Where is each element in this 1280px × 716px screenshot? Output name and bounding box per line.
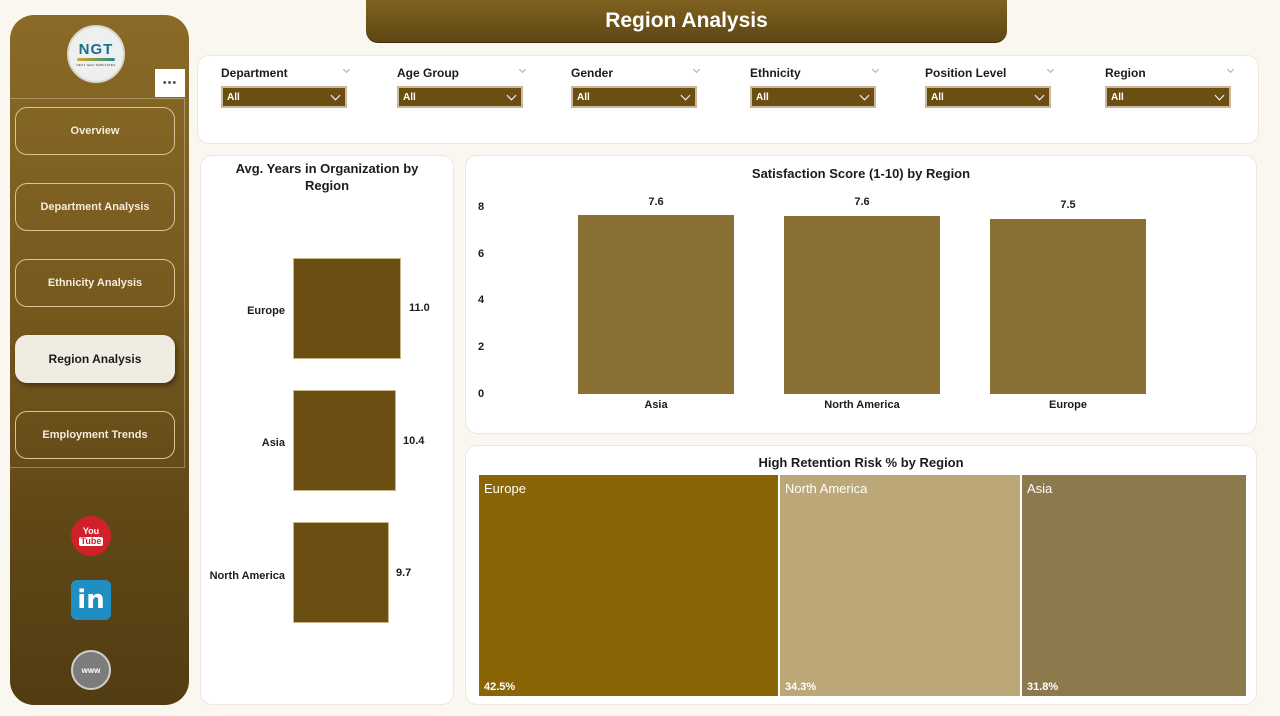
bar-asia[interactable] xyxy=(293,390,396,491)
age-group-filter: Age Group All xyxy=(397,64,527,108)
y-tick: 6 xyxy=(478,248,485,260)
chart-title: Avg. Years in Organization by Region xyxy=(235,161,419,193)
position-level-dropdown[interactable]: All xyxy=(925,86,1051,108)
value-label: 7.6 xyxy=(648,196,664,208)
satisfaction-chart: Satisfaction Score (1-10) by Region 8 6 … xyxy=(465,155,1257,434)
chevron-down-icon xyxy=(1214,90,1225,100)
nav-region-analysis-button[interactable]: Region Analysis xyxy=(15,335,175,383)
nav-ethnicity-analysis-button[interactable]: Ethnicity Analysis xyxy=(15,259,175,307)
age-group-dropdown[interactable]: All xyxy=(397,86,523,108)
chevron-down-icon xyxy=(1034,90,1045,100)
value-label: 10.4 xyxy=(403,435,425,447)
department-dropdown[interactable]: All xyxy=(221,86,347,108)
chevron-down-icon xyxy=(859,90,870,100)
bar-europe[interactable] xyxy=(293,258,401,359)
youtube-icon[interactable]: You Tube xyxy=(71,516,111,556)
nav-employment-trends-button[interactable]: Employment Trends xyxy=(15,411,175,459)
y-tick: 4 xyxy=(478,294,485,306)
value-label: 7.5 xyxy=(1060,199,1076,211)
filter-collapse-chevron-icon[interactable] xyxy=(518,64,527,75)
filter-collapse-chevron-icon[interactable] xyxy=(342,64,351,75)
ethnicity-filter: Ethnicity All xyxy=(750,64,880,108)
department-filter: Department All xyxy=(221,64,351,108)
region-dropdown[interactable]: All xyxy=(1105,86,1231,108)
chevron-down-icon xyxy=(680,90,691,100)
ngt-logo: NGT NEXT GEN TEMPLATES xyxy=(67,25,125,83)
filter-collapse-chevron-icon[interactable] xyxy=(871,64,880,75)
category-label: Asia xyxy=(644,399,668,411)
category-label: North America xyxy=(209,570,285,582)
avg-years-chart: Avg. Years in Organization by Region Eur… xyxy=(200,155,454,705)
linkedin-icon[interactable]: in xyxy=(71,580,111,620)
filter-collapse-chevron-icon[interactable] xyxy=(1226,64,1235,75)
category-label: Asia xyxy=(261,437,285,449)
nav-department-analysis-button[interactable]: Department Analysis xyxy=(15,183,175,231)
website-globe-icon[interactable]: www xyxy=(71,650,111,690)
nav-group: Overview Department Analysis Ethnicity A… xyxy=(8,98,185,468)
chevron-down-icon xyxy=(506,90,517,100)
bar-north-america[interactable] xyxy=(784,216,940,394)
filter-collapse-chevron-icon[interactable] xyxy=(692,64,701,75)
bar-europe[interactable] xyxy=(990,219,1146,394)
value-label: 11.0 xyxy=(409,302,430,314)
tile-europe[interactable]: Europe 42.5% xyxy=(479,475,778,696)
page-title: Region Analysis xyxy=(366,0,1007,43)
chart-title: Satisfaction Score (1-10) by Region xyxy=(751,166,971,181)
position-level-filter: Position Level All xyxy=(925,64,1055,108)
logo-swoosh-icon xyxy=(77,57,115,61)
filter-panel: Department All Age Group All Gender All … xyxy=(197,55,1259,144)
bar-asia[interactable] xyxy=(578,215,734,394)
gender-filter: Gender All xyxy=(571,64,701,108)
chevron-down-icon xyxy=(330,90,341,100)
y-tick: 8 xyxy=(478,201,485,213)
gender-dropdown[interactable]: All xyxy=(571,86,697,108)
nav-overview-button[interactable]: Overview xyxy=(15,107,175,155)
tile-north-america[interactable]: North America 34.3% xyxy=(780,475,1020,696)
region-filter: Region All xyxy=(1105,64,1235,108)
retention-risk-treemap: High Retention Risk % by Region Europe 4… xyxy=(465,445,1257,705)
category-label: Europe xyxy=(1049,399,1087,411)
y-tick: 2 xyxy=(478,341,485,353)
y-tick: 0 xyxy=(478,388,485,400)
value-label: 7.6 xyxy=(854,196,870,208)
more-options-button[interactable]: ••• xyxy=(155,69,185,97)
chart-title: High Retention Risk % by Region xyxy=(758,455,964,470)
ethnicity-dropdown[interactable]: All xyxy=(750,86,876,108)
bar-north-america[interactable] xyxy=(293,522,389,623)
category-label: North America xyxy=(824,399,900,411)
tile-asia[interactable]: Asia 31.8% xyxy=(1022,475,1246,696)
sidebar: NGT NEXT GEN TEMPLATES ••• Overview Depa… xyxy=(8,15,189,705)
filter-collapse-chevron-icon[interactable] xyxy=(1046,64,1055,75)
value-label: 9.7 xyxy=(396,567,412,579)
category-label: Europe xyxy=(247,305,285,317)
